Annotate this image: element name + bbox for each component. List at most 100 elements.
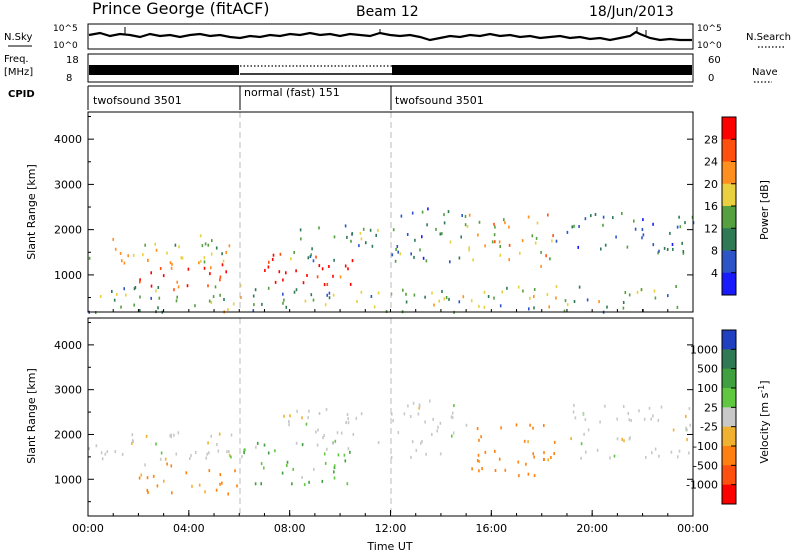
scatter-cell (333, 464, 336, 468)
scatter-cell (437, 425, 439, 429)
scatter-cell (326, 283, 329, 286)
scatter-cell (347, 417, 349, 421)
scatter-cell (621, 212, 623, 215)
scatter-cell (227, 308, 229, 312)
scatter-cell (198, 483, 201, 487)
scatter-cell (555, 285, 558, 289)
colorbar-swatch (722, 117, 736, 140)
colorbar-swatch (722, 426, 736, 447)
date-label: 18/Jun/2013 (589, 4, 674, 20)
colorbar-tick-label: -1000 (686, 479, 718, 492)
scatter-cell (160, 451, 163, 455)
scatter-cell (525, 462, 527, 466)
scatter-cell (324, 303, 327, 307)
scatter-cell (114, 450, 117, 453)
scatter-cell (337, 453, 340, 457)
scatter-cell (334, 439, 337, 443)
scatter-cell (261, 302, 263, 306)
scatter-cell (333, 476, 336, 480)
scatter-cell (227, 492, 229, 496)
x-tick-label: 00:00 (677, 522, 709, 535)
scatter-cell (204, 490, 206, 494)
freq-tick-left-top: 18 (66, 55, 79, 66)
scatter-cell (169, 261, 172, 265)
scatter-cell (283, 298, 285, 302)
scatter-cell (219, 275, 222, 279)
scatter-cell (349, 450, 351, 454)
scatter-cell (332, 293, 335, 297)
scatter-cell (144, 463, 146, 467)
scatter-cell (650, 417, 652, 421)
scatter-cell (116, 292, 118, 296)
scatter-cell (583, 432, 585, 436)
colorbar-tick-label: 16 (704, 200, 718, 213)
scatter-cell (252, 309, 255, 313)
scatter-cell (189, 457, 191, 460)
scatter-cell (208, 299, 211, 303)
scatter-cell (621, 437, 623, 441)
scatter-cell (371, 244, 374, 248)
colorbar-swatch (722, 407, 736, 428)
nave-tick-right-top: 60 (708, 55, 721, 66)
scatter-cell (293, 251, 295, 254)
scatter-cell (622, 405, 625, 408)
scatter-cell (397, 431, 400, 435)
colorbar-swatch (722, 368, 736, 389)
scatter-cell (399, 252, 402, 256)
scatter-cell (222, 259, 225, 263)
scatter-cell (228, 244, 231, 248)
scatter-cell (648, 406, 651, 410)
scatter-cell (328, 265, 330, 268)
scatter-cell (139, 295, 141, 299)
scatter-cell (210, 266, 212, 270)
scatter-cell (552, 234, 554, 238)
scatter-cell (264, 269, 266, 272)
scatter-cell (260, 462, 263, 466)
scatter-cell (420, 441, 422, 445)
scatter-cell (322, 436, 324, 440)
scatter-cell (286, 460, 289, 464)
colorbar-swatch (722, 183, 736, 207)
scatter-cell (527, 215, 530, 219)
power-ylabel: Slant Range [km] (25, 164, 38, 260)
scatter-cell (403, 412, 406, 416)
scatter-cell (272, 253, 275, 257)
velocity-panel-frame (87, 317, 694, 517)
freq-strip: 18 8 60 0 Freq. [MHz] Nave (4, 53, 778, 84)
scatter-cell (201, 244, 204, 248)
scatter-cell (207, 441, 209, 445)
scatter-cell (652, 243, 655, 247)
scatter-cell (352, 432, 355, 436)
scatter-cell (628, 293, 631, 297)
scatter-cell (476, 459, 479, 463)
scatter-cell (310, 253, 312, 257)
freq-tick-left-bottom: 8 (66, 73, 72, 84)
cpid-label: CPID (8, 89, 35, 100)
scatter-cell (162, 274, 165, 278)
y-tick-label: 4000 (54, 339, 82, 352)
nsky-tick-left-bottom: 10^0 (53, 41, 78, 51)
scatter-cell (670, 450, 673, 454)
scatter-cell (147, 490, 149, 494)
scatter-cell (223, 298, 225, 301)
scatter-cell (351, 232, 354, 236)
scatter-cell (566, 303, 569, 307)
scatter-cell (200, 259, 202, 263)
scatter-cell (190, 454, 192, 458)
scatter-cell (427, 207, 429, 211)
scatter-cell (316, 275, 319, 279)
scatter-cell (131, 441, 133, 445)
scatter-cell (205, 456, 207, 460)
scatter-cell (443, 213, 445, 217)
scatter-cell (599, 420, 601, 424)
scatter-cell (234, 469, 236, 473)
scatter-cell (254, 482, 257, 486)
scatter-cell (221, 481, 223, 485)
velocity-ylabel: Slant Range [km] (25, 368, 38, 464)
scatter-cell (533, 455, 535, 459)
scatter-cell (517, 285, 520, 289)
scatter-cell (624, 291, 627, 294)
scatter-cell (375, 233, 377, 237)
scatter-cell (636, 290, 639, 294)
scatter-cell (468, 248, 470, 252)
